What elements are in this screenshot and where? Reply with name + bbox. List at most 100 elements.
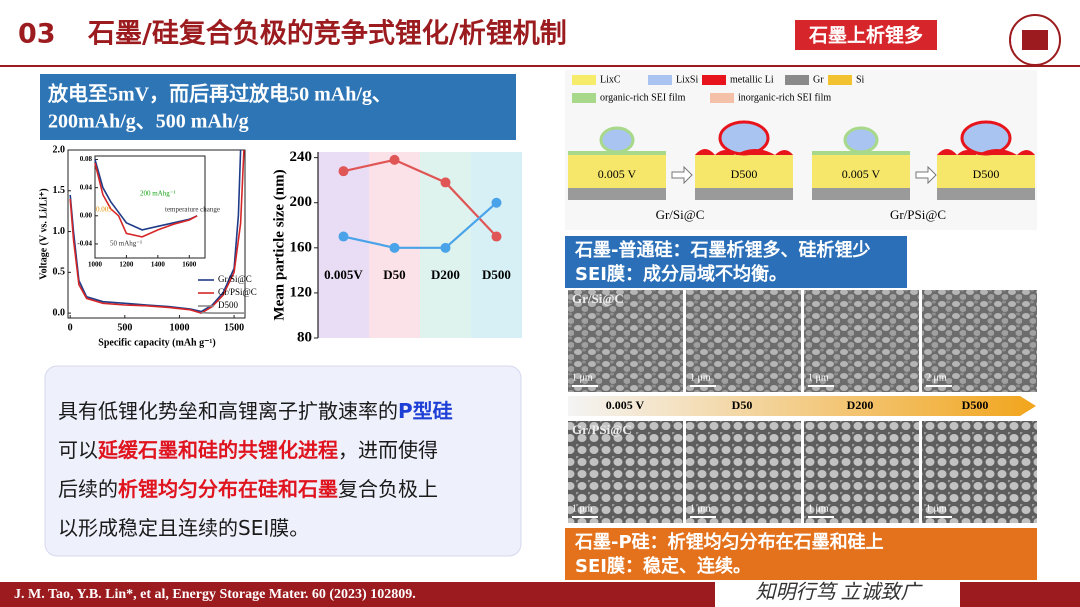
sem-image bbox=[568, 421, 683, 523]
x-tick-label: 500 bbox=[117, 322, 132, 333]
x-tick-label: 1400 bbox=[151, 261, 166, 269]
legend-swatch bbox=[572, 75, 596, 85]
x-tick-label: 1200 bbox=[119, 261, 134, 269]
scale-label: 1 μm bbox=[690, 372, 711, 383]
legend-swatch bbox=[648, 75, 672, 85]
panel-label: 0.005 V bbox=[598, 167, 637, 181]
scale-label: 1 μm bbox=[572, 503, 593, 514]
scale-label: 1 μm bbox=[808, 372, 829, 383]
x-tick-label: 1000 bbox=[169, 322, 189, 333]
series-line bbox=[69, 149, 245, 314]
ground-gr bbox=[937, 188, 1035, 200]
sample-label: Gr/PSi@C bbox=[572, 422, 632, 437]
summary-segment: 具有低锂化势垒和高锂离子扩散速率的 bbox=[58, 399, 398, 423]
summary-segment: 可以 bbox=[58, 438, 98, 462]
point bbox=[389, 242, 400, 253]
scale-label: 1 μm bbox=[690, 503, 711, 514]
summary-box bbox=[44, 365, 522, 557]
summary-segment: ，进而使得 bbox=[338, 438, 438, 462]
y-axis-label: Mean particle size (nm) bbox=[271, 169, 287, 320]
y-tick-label: 200 bbox=[290, 194, 313, 210]
logo bbox=[1009, 14, 1061, 66]
y-axis-label: Voltage (V vs. Li/Li⁺) bbox=[38, 188, 49, 279]
y-tick-label: 160 bbox=[290, 239, 313, 255]
series-line bbox=[94, 159, 198, 231]
legend-swatch bbox=[785, 75, 809, 85]
legend-swatch bbox=[710, 93, 734, 103]
y-tick-label: 0.00 bbox=[80, 211, 93, 219]
legend-label: Gr bbox=[813, 74, 824, 85]
si-particle bbox=[843, 126, 879, 154]
y-tick-label: 1.0 bbox=[53, 226, 66, 237]
summary-line: 后续的析锂均匀分布在硅和石墨复合负极上 bbox=[58, 477, 438, 501]
p-si-line: SEI膜：稳定、连续。 bbox=[575, 555, 751, 577]
y-tick-label: 0.04 bbox=[80, 183, 93, 191]
sample-label: Gr/PSi@C bbox=[890, 207, 946, 222]
sem-image bbox=[804, 290, 919, 392]
si-particle bbox=[599, 126, 635, 154]
y-tick-label: 240 bbox=[290, 149, 313, 165]
stage-arrow bbox=[568, 396, 1036, 416]
point bbox=[491, 197, 502, 208]
legend-label: organic-rich SEI film bbox=[600, 92, 686, 103]
condition-line: 放电至5mV，而后再过放电50 mAh/g、 bbox=[47, 82, 392, 106]
panel-label: 0.005 V bbox=[842, 167, 881, 181]
summary-segment: P型硅 bbox=[398, 399, 453, 423]
series-line bbox=[94, 162, 198, 238]
inset-annotation: 0.005 bbox=[96, 206, 112, 214]
si-particle bbox=[960, 120, 1012, 156]
legend-label: LixC bbox=[600, 74, 621, 85]
logo-emblem bbox=[1022, 30, 1048, 50]
sem-image bbox=[922, 290, 1037, 392]
panel-label: D500 bbox=[731, 167, 758, 181]
legend-label: Gr/PSi@C bbox=[218, 287, 257, 297]
point bbox=[338, 166, 349, 177]
point bbox=[440, 177, 451, 188]
y-tick-label: 2.0 bbox=[53, 144, 66, 155]
legend-label: Gr/Si@C bbox=[218, 274, 252, 284]
legend-swatch bbox=[702, 75, 726, 85]
sem-image bbox=[686, 421, 801, 523]
x-axis-label: Specific capacity (mAh g⁻¹) bbox=[98, 337, 215, 348]
x-tick-label: 0 bbox=[68, 322, 73, 333]
summary-segment: 析锂均匀分布在硅和石墨 bbox=[118, 477, 338, 501]
condition-line: 200mAh/g、500 mAh/g bbox=[48, 111, 249, 133]
ground-gr bbox=[695, 188, 793, 200]
stage-label: D50 bbox=[732, 398, 753, 412]
normal-si-line: 石墨-普通硅：石墨析锂多、硅析锂少 bbox=[574, 239, 870, 261]
si-particle bbox=[718, 120, 770, 156]
y-tick-label: 0.08 bbox=[80, 155, 93, 163]
summary-line: 以形成稳定且连续的SEI膜。 bbox=[58, 516, 309, 540]
scale-label: 2 μm bbox=[926, 372, 947, 383]
y-tick-label: 1.5 bbox=[53, 185, 66, 196]
scale-label: 1 μm bbox=[808, 503, 829, 514]
y-tick-label: 0.5 bbox=[53, 267, 66, 278]
plot-frame bbox=[94, 155, 206, 259]
category-band bbox=[471, 152, 522, 338]
series-line bbox=[343, 158, 498, 238]
ground-gr bbox=[812, 188, 910, 200]
sem-image bbox=[568, 290, 683, 392]
motto: 知明行笃 立诚致广 bbox=[756, 582, 924, 604]
stage-label: D200 bbox=[847, 398, 874, 412]
y-tick-label: -0.04 bbox=[77, 240, 92, 248]
sample-label: Gr/Si@C bbox=[656, 207, 705, 222]
category-label: 0.005V bbox=[324, 267, 363, 282]
badge-box bbox=[795, 20, 937, 50]
legend-swatch bbox=[572, 93, 596, 103]
footer-bar bbox=[0, 582, 715, 607]
x-tick-label: 1600 bbox=[182, 261, 197, 269]
point bbox=[338, 231, 349, 242]
badge-text: 石墨上析锂多 bbox=[808, 24, 923, 47]
sei-layer bbox=[812, 151, 910, 155]
condition-box bbox=[40, 74, 516, 140]
summary-segment: 延缓石墨和硅的共锂化进程 bbox=[97, 438, 338, 462]
scale-label: 1 μm bbox=[572, 372, 593, 383]
legend-swatch bbox=[828, 75, 852, 85]
panel-label: D500 bbox=[973, 167, 1000, 181]
p-si-line: 石墨-P硅：析锂均匀分布在石墨和硅上 bbox=[574, 531, 884, 553]
citation: J. M. Tao, Y.B. Lin*, et al, Energy Stor… bbox=[14, 587, 416, 602]
inset-annotation: 50 mAhg⁻¹ bbox=[110, 240, 142, 248]
y-tick-label: 120 bbox=[290, 284, 313, 300]
category-band bbox=[318, 152, 369, 338]
